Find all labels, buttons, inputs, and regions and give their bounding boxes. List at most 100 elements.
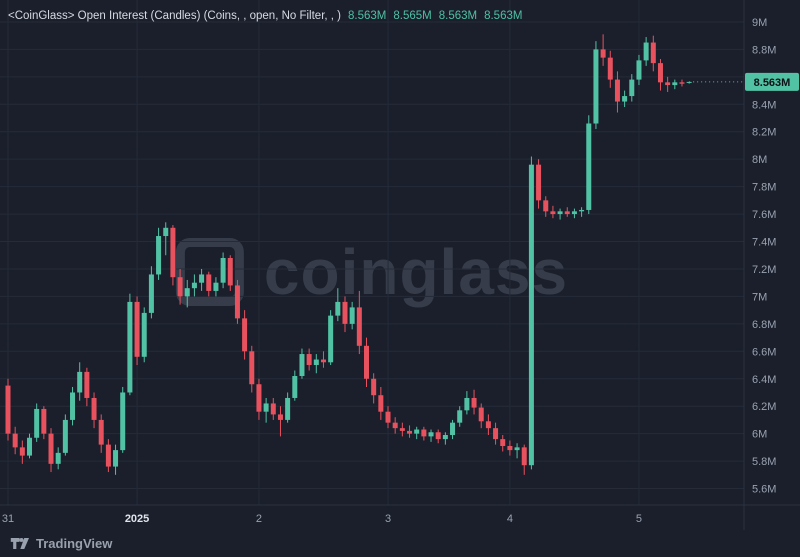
current-price-label: 8.563M — [754, 77, 791, 89]
time-tick-label: 2025 — [125, 513, 149, 525]
candle-body — [127, 301, 133, 393]
candle-body — [148, 274, 154, 313]
candle-body — [607, 57, 613, 80]
candlestick-chart[interactable]: 9M8.8M8.6M8.4M8.2M8M7.8M7.6M7.4M7.2M7M6.… — [0, 0, 800, 530]
candle-body — [421, 429, 427, 437]
candle-body — [163, 227, 169, 237]
candle-body — [55, 452, 61, 464]
price-tick-label: 7.8M — [752, 182, 776, 194]
current-price-badge — [745, 72, 799, 91]
price-tick-label: 8M — [752, 154, 767, 166]
candle-body — [335, 301, 341, 316]
price-tick-label: 8.8M — [752, 44, 776, 56]
candle-body — [220, 257, 226, 283]
candle-body — [320, 359, 326, 363]
candle-body — [256, 384, 262, 412]
tradingview-label[interactable]: TradingView — [36, 536, 113, 551]
candle-body — [392, 422, 398, 429]
price-tick-label: 7.2M — [752, 264, 776, 276]
time-tick-label: 2 — [256, 513, 262, 525]
candle-body — [227, 257, 233, 286]
candle-body — [614, 79, 620, 102]
candle-body — [349, 307, 355, 324]
price-tick-label: 6.8M — [752, 319, 776, 331]
candle-body — [62, 419, 68, 453]
price-tick-label: 6.4M — [752, 374, 776, 386]
candle-body — [679, 82, 685, 84]
candle-body — [299, 354, 305, 377]
candle-body — [77, 371, 83, 393]
candle-body — [622, 96, 628, 102]
candle-body — [306, 354, 312, 366]
candle-body — [650, 42, 656, 64]
candle-body — [543, 200, 549, 212]
candle-body — [70, 392, 76, 420]
candle-body — [385, 411, 391, 423]
candle-body — [113, 450, 119, 467]
candle-body — [5, 385, 11, 434]
candle-body — [557, 211, 563, 215]
candle-body — [514, 447, 520, 451]
candle-body — [435, 432, 441, 440]
time-scale[interactable] — [0, 506, 744, 530]
candle-body — [550, 211, 556, 215]
candle-body — [457, 410, 463, 423]
candle-body — [141, 312, 147, 357]
price-tick-label: 7M — [752, 291, 767, 303]
candle-body — [593, 49, 599, 124]
candle-body — [191, 282, 197, 289]
candle-body — [428, 432, 434, 437]
candle-body — [12, 433, 18, 448]
candle-body — [285, 397, 291, 420]
candle-body — [414, 429, 420, 434]
price-scale[interactable] — [745, 0, 800, 505]
time-tick-label: 4 — [507, 513, 513, 525]
price-tick-label: 9M — [752, 17, 767, 29]
candle-body — [636, 60, 642, 80]
candle-body — [156, 236, 162, 275]
chart-area[interactable]: 9M8.8M8.6M8.4M8.2M8M7.8M7.6M7.4M7.2M7M6.… — [0, 0, 800, 530]
candle-body — [41, 408, 47, 434]
candle-body — [600, 49, 606, 58]
candle-body — [342, 301, 348, 324]
candle-body — [657, 63, 663, 83]
candle-body — [105, 444, 111, 467]
candle-body — [521, 447, 527, 466]
candle-body — [27, 437, 33, 456]
candle-body — [471, 397, 477, 408]
candle-body — [134, 301, 140, 357]
price-tick-label: 6.2M — [752, 401, 776, 413]
candle-body — [84, 371, 90, 398]
price-tick-label: 6M — [752, 429, 767, 441]
candle-body — [120, 392, 126, 451]
tradingview-logo-icon[interactable] — [10, 536, 29, 551]
candle-body — [371, 378, 377, 396]
candle-body — [177, 277, 183, 297]
candle-body — [277, 414, 283, 420]
legend-low-value: 8.563M — [438, 10, 478, 22]
candle-body — [564, 211, 570, 215]
footer-bar: TradingView — [0, 530, 800, 557]
candle-body — [629, 79, 635, 97]
candle-body — [464, 397, 470, 411]
price-tick-label: 8.4M — [752, 99, 776, 111]
candle-body — [270, 403, 276, 415]
candle-body — [328, 315, 334, 363]
candle-body — [500, 439, 506, 446]
time-tick-label: 3 — [385, 513, 391, 525]
candle-body — [478, 407, 484, 422]
legend-high-value: 8.565M — [393, 10, 432, 22]
price-tick-label: 7.6M — [752, 209, 776, 221]
candle-body — [450, 422, 456, 436]
legend-title: <CoinGlass> Open Interest (Candles) (Coi… — [8, 10, 342, 22]
candle-body — [199, 274, 205, 283]
candle-body — [643, 42, 649, 61]
legend-close-value: 8.563M — [484, 10, 523, 22]
candle-body — [485, 421, 491, 429]
candle-body — [407, 430, 413, 434]
candle-body — [571, 211, 577, 215]
candle-body — [19, 447, 25, 456]
candle-body — [356, 307, 362, 346]
time-tick-label: 5 — [636, 513, 642, 525]
